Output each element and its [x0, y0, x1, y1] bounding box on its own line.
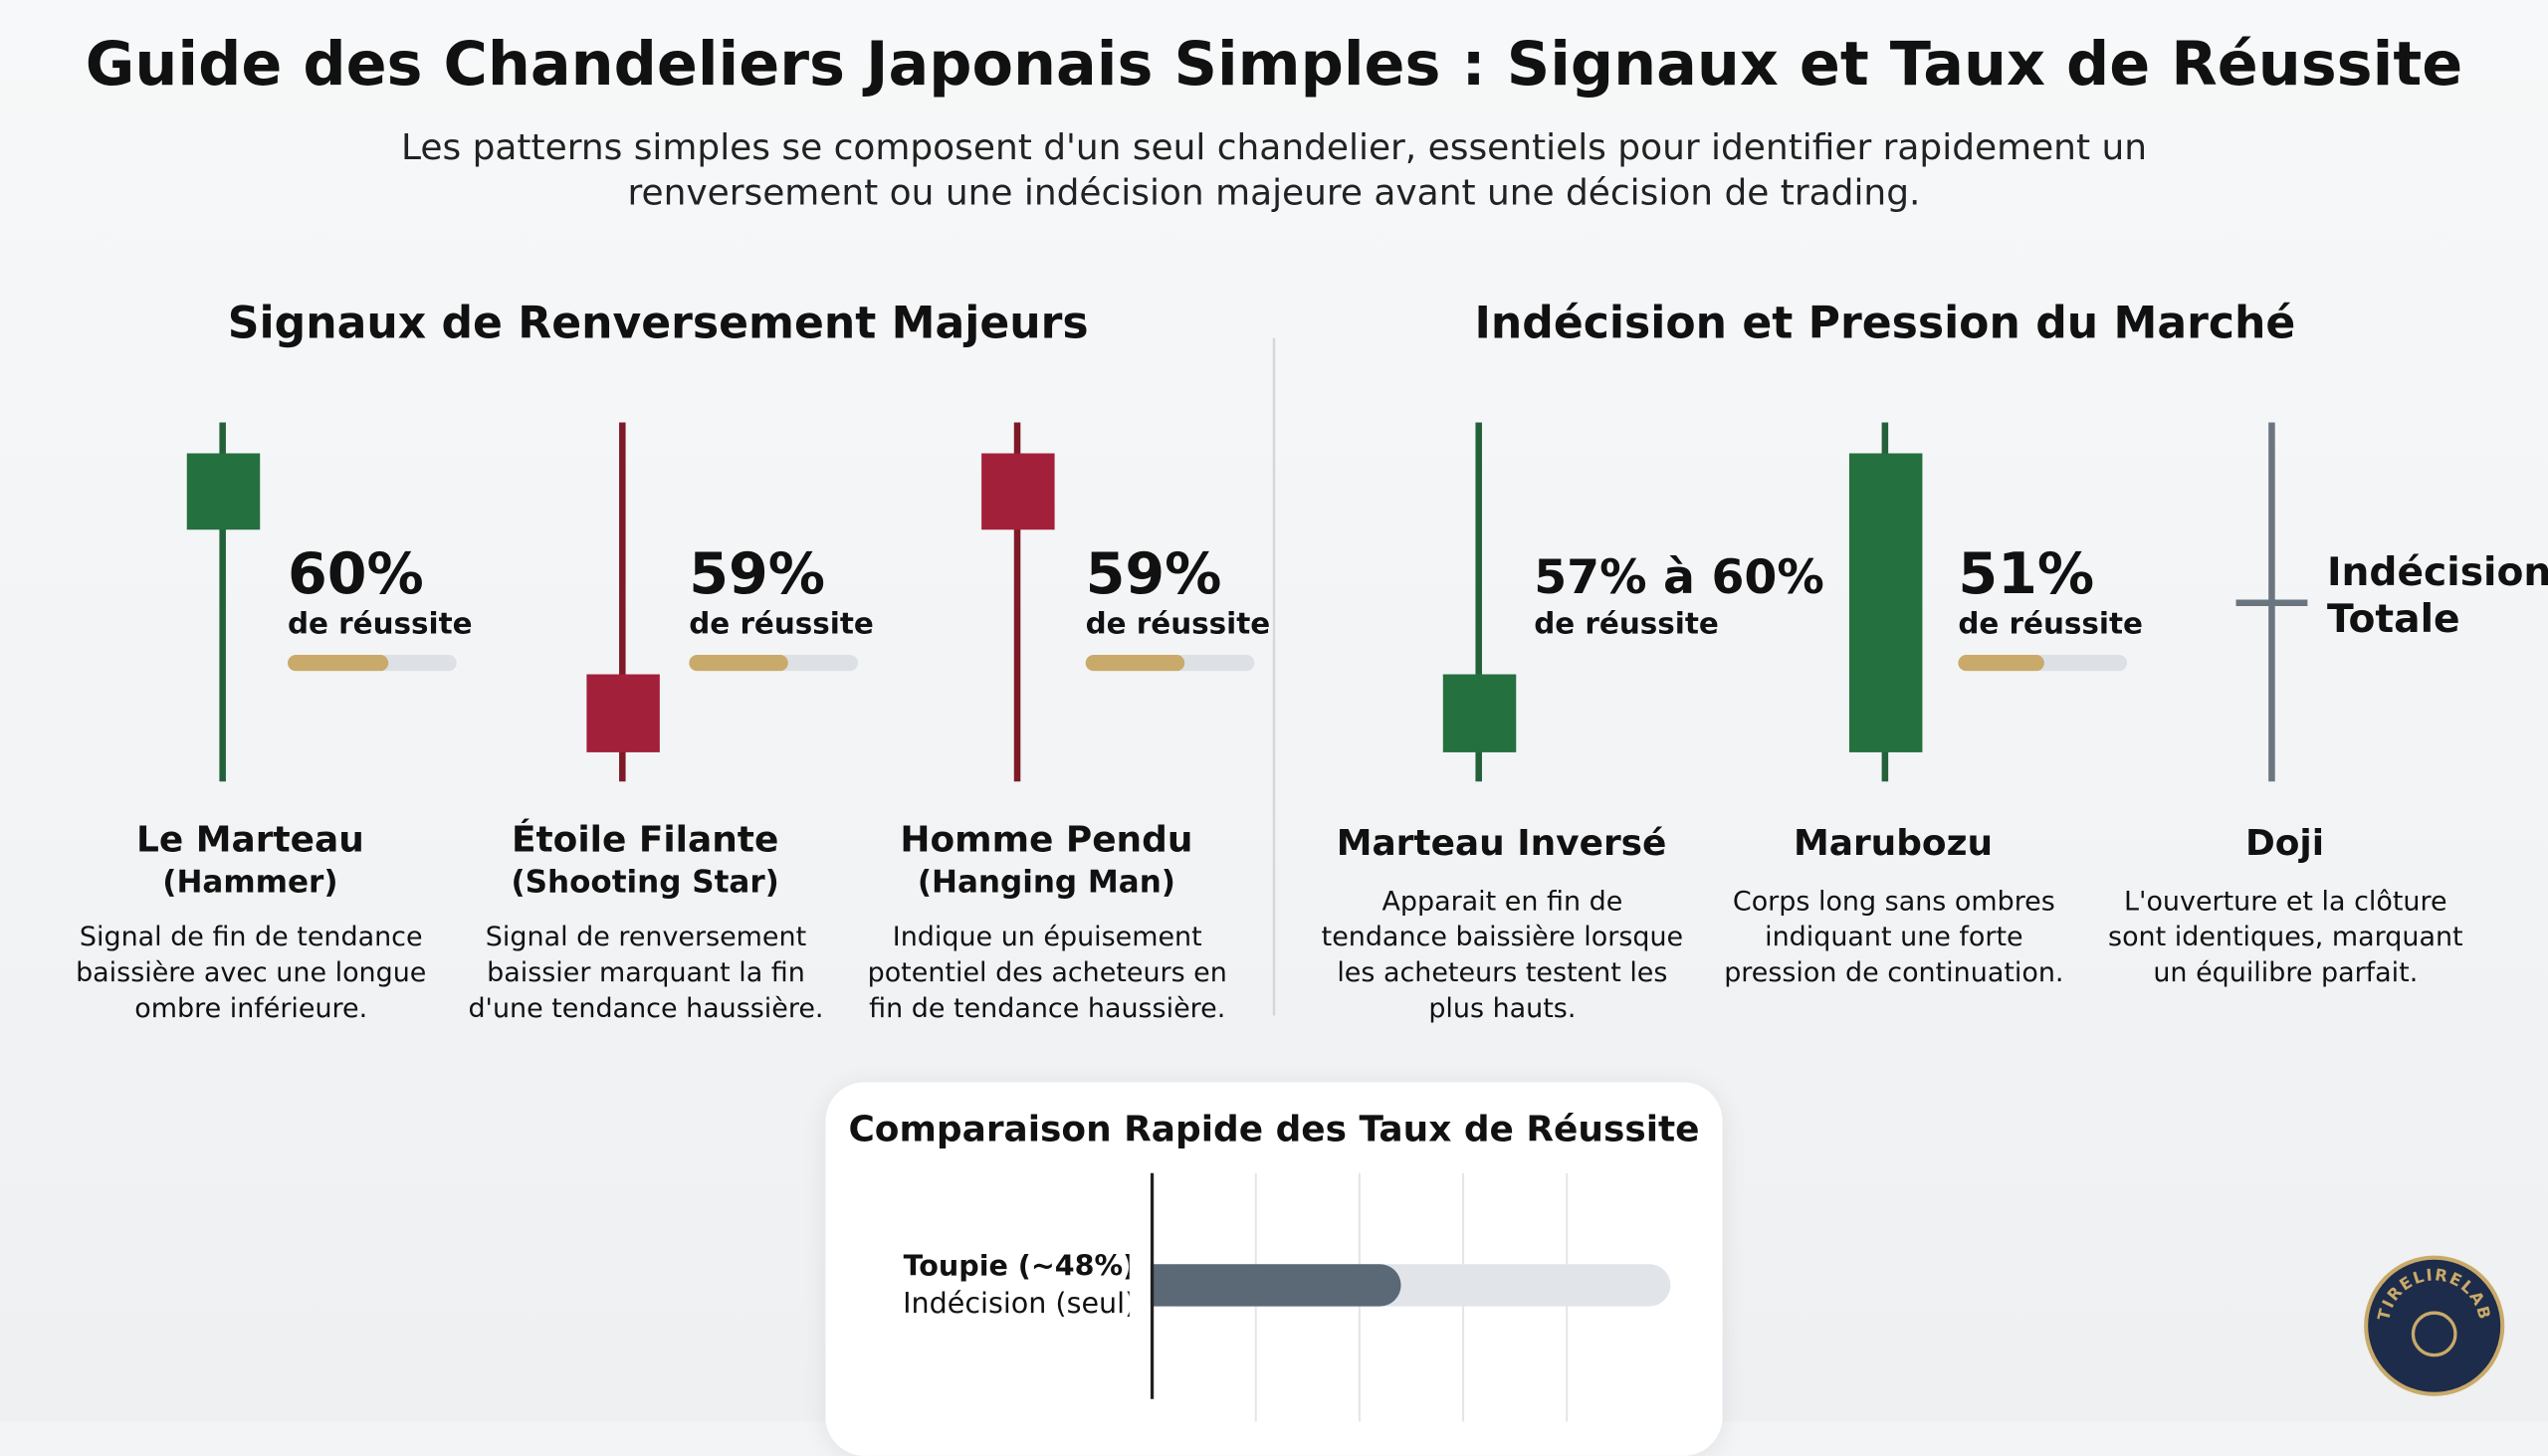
bar-mask: [1129, 1172, 1151, 1422]
rate-bar: [1085, 654, 1185, 672]
pattern-name: Le Marteau: [136, 820, 364, 862]
candle-marubozu: [1848, 422, 1923, 782]
rate-track: [287, 654, 457, 672]
rate-track: [1085, 654, 1255, 672]
pattern-name: Marteau Inversé: [1336, 823, 1667, 865]
rate-label: 59%: [1085, 542, 1222, 608]
rate-label: 60%: [287, 542, 424, 608]
candle-hammer: [186, 422, 261, 782]
rate-track: [689, 654, 859, 672]
pattern-subname: (Shooting Star): [511, 864, 779, 901]
section-title: Signaux de Renversement Majeurs: [227, 299, 1089, 350]
pattern-description: Signal de renversement baissier marquant…: [468, 921, 824, 1024]
subtitle: Les patterns simples se composent d'un s…: [401, 127, 2147, 215]
candle-shooting-star: [586, 422, 660, 782]
chart-title: Comparaison Rapide des Taux de Réussite: [848, 1109, 1699, 1149]
title: Guide des Chandeliers Japonais Simples :…: [85, 29, 2463, 100]
pattern-name: Doji: [2244, 823, 2325, 865]
pattern-description: Apparait en fin de tendance baissière lo…: [1321, 885, 1684, 1024]
rate-label: 57% à 60%: [1534, 548, 1824, 605]
pattern-description: L'ouverture et la clôture sont identique…: [2108, 885, 2463, 988]
rate-bar: [1958, 654, 2044, 672]
pattern-description: Corps long sans ombres indiquant une for…: [1724, 885, 2064, 988]
candle-hanging-man: [981, 422, 1055, 782]
pattern-name: Marubozu: [1793, 823, 1994, 865]
rate-caption: de réussite: [689, 607, 874, 642]
pattern-description: Signal de fin de tendance baissière avec…: [76, 921, 427, 1024]
logo: TIRELIRELAB: [2364, 1255, 2505, 1396]
pattern-subname: (Hanging Man): [917, 864, 1175, 901]
comparison-chart: Comparaison Rapide des Taux de Réussite …: [848, 1109, 1700, 1422]
candle-doji: [2235, 422, 2308, 782]
rate-caption: de réussite: [287, 607, 473, 642]
candles: [186, 337, 2308, 1016]
candle-inverted-hammer: [1442, 422, 1517, 782]
rate-track: [1958, 654, 2128, 672]
comparison-card: Comparaison Rapide des Taux de Réussite …: [825, 1082, 1723, 1456]
y-tick-label: Toupie (~48%): [904, 1248, 1137, 1282]
bar: [1131, 1264, 1401, 1307]
rate-label: 59%: [689, 542, 826, 608]
rate-label: 51%: [1958, 542, 2095, 608]
rate-caption: de réussite: [1085, 607, 1271, 642]
y-tick-label: Indécision (seul): [903, 1286, 1136, 1320]
pattern-description: Indique un épuisement potentiel des ache…: [867, 921, 1227, 1024]
pattern-subname: (Hammer): [162, 864, 338, 901]
rate-bar: [287, 654, 389, 672]
pattern-name: Étoile Filante: [511, 820, 779, 862]
rate-label: Indécision Totale: [2326, 548, 2548, 642]
rate-bar: [689, 654, 789, 672]
section-title: Indécision et Pression du Marché: [1474, 299, 2296, 350]
pattern-name: Homme Pendu: [900, 820, 1193, 862]
rate-caption: de réussite: [1958, 607, 2143, 642]
rate-caption: de réussite: [1534, 607, 1719, 642]
